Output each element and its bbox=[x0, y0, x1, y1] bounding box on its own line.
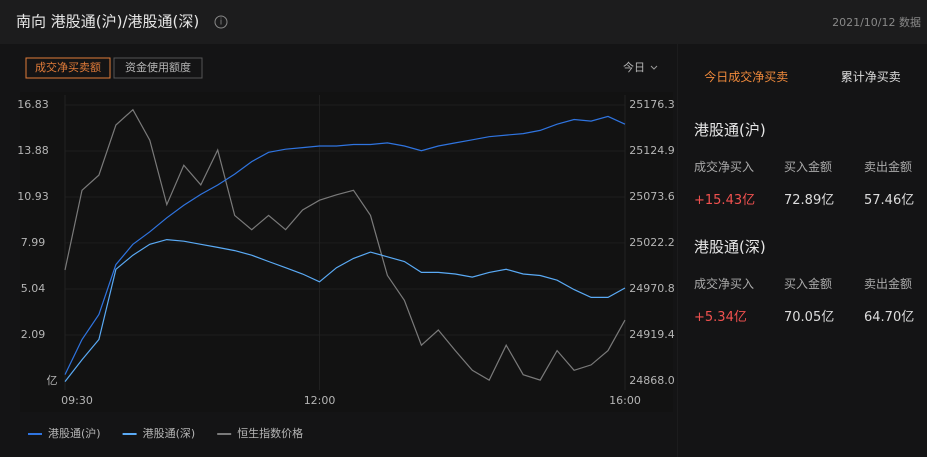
section: 港股通(沪) 成交净买入 买入金额 卖出金额 +15.43亿 72.89亿 57.46亿 bbox=[678, 119, 927, 208]
side-panel: 今日成交净买卖 累计净买卖 港股通(沪) 成交净买入 买入金额 卖出金额 +15.43亿 7… bbox=[678, 44, 927, 457]
date: 2021/10/12 数据 bbox=[832, 16, 921, 29]
stats-grid: 成交净买入 买入金额 卖出金额 +5.34亿 70.05亿 64.70亿 bbox=[694, 275, 914, 325]
stat-header: 卖出金额 bbox=[864, 160, 913, 174]
section-title: 港股通(沪) bbox=[694, 121, 766, 139]
x-tick-label: 16:00 bbox=[609, 394, 641, 407]
legend-label: 恒生指数价格 bbox=[237, 426, 303, 440]
tab-inactive[interactable] bbox=[113, 57, 203, 79]
y-tick-label: 16.83 bbox=[17, 98, 49, 111]
stat-header: 成交净买入 bbox=[694, 277, 755, 291]
series-line bbox=[64, 108, 626, 381]
y-tick-label: 7.99 bbox=[21, 236, 46, 249]
y2-tick-label: 25176.3 bbox=[629, 98, 675, 111]
tab-button[interactable]: 成交净买卖额 bbox=[35, 60, 101, 74]
stat-value: 57.46亿 bbox=[864, 193, 915, 208]
x-tick-label: 12:00 bbox=[304, 394, 336, 407]
y2-tick-label: 24919.4 bbox=[629, 328, 675, 341]
legend-label: 港股通(深) bbox=[143, 427, 196, 440]
y-unit: 亿 bbox=[47, 374, 58, 387]
series-line bbox=[64, 238, 626, 382]
stat-header: 买入金额 bbox=[784, 160, 833, 174]
plot-bg bbox=[20, 92, 673, 412]
x-tick-label: 09:30 bbox=[61, 394, 93, 407]
series-line bbox=[64, 115, 626, 375]
stat-header: 卖出金额 bbox=[864, 277, 913, 291]
y2-tick-label: 24868.0 bbox=[629, 374, 675, 387]
stat-header: 买入金额 bbox=[784, 277, 833, 291]
section-title: 港股通(深) bbox=[694, 238, 766, 256]
stat-value: 64.70亿 bbox=[864, 310, 915, 325]
info-icon-text: i bbox=[220, 18, 223, 28]
sections: 港股通(沪) 成交净买入 买入金额 卖出金额 +15.43亿 72.89亿 57.46亿 港股… bbox=[678, 119, 927, 325]
chart: 南向 港股通(沪)/港股通(深) i 成交净买卖额 资金使用额度 今日 2.09… bbox=[16, 12, 675, 440]
y2-tick-label: 25124.9 bbox=[629, 144, 675, 157]
legend-label: 港股通(沪) bbox=[48, 426, 101, 440]
stat-value: +15.43亿 bbox=[694, 193, 756, 208]
dropdown-arrow bbox=[650, 65, 658, 70]
y2-tick-label: 25073.6 bbox=[629, 190, 675, 203]
y-tick-label: 5.04 bbox=[21, 282, 46, 295]
info-icon[interactable] bbox=[214, 15, 228, 29]
side-tab[interactable]: 累计净买卖 bbox=[840, 70, 901, 84]
stats-grid: 成交净买入 买入金额 卖出金额 +15.43亿 72.89亿 57.46亿 bbox=[694, 158, 914, 208]
y-tick-label: 10.93 bbox=[17, 190, 49, 203]
y2-tick-label: 24970.8 bbox=[629, 282, 675, 295]
tab-button[interactable]: 资金使用额度 bbox=[125, 60, 191, 74]
section: 港股通(深) 成交净买入 买入金额 卖出金额 +5.34亿 70.05亿 64.70亿 bbox=[678, 236, 927, 325]
stat-value: +5.34亿 bbox=[694, 310, 747, 325]
y-tick-label: 13.88 bbox=[17, 144, 49, 157]
stat-header: 成交净买入 bbox=[694, 160, 755, 174]
page-title: 南向 港股通(沪)/港股通(深) bbox=[16, 13, 199, 31]
y-tick-label: 2.09 bbox=[21, 328, 46, 341]
period-select[interactable]: 今日 bbox=[623, 60, 645, 74]
stat-value: 72.89亿 bbox=[784, 193, 835, 208]
side-tabs: 今日成交净买卖 累计净买卖 bbox=[678, 44, 927, 85]
side-tab[interactable]: 今日成交净买卖 bbox=[704, 70, 789, 84]
tab-active[interactable] bbox=[25, 57, 111, 79]
stat-value: 70.05亿 bbox=[784, 310, 835, 325]
y2-tick-label: 25022.2 bbox=[629, 236, 675, 249]
